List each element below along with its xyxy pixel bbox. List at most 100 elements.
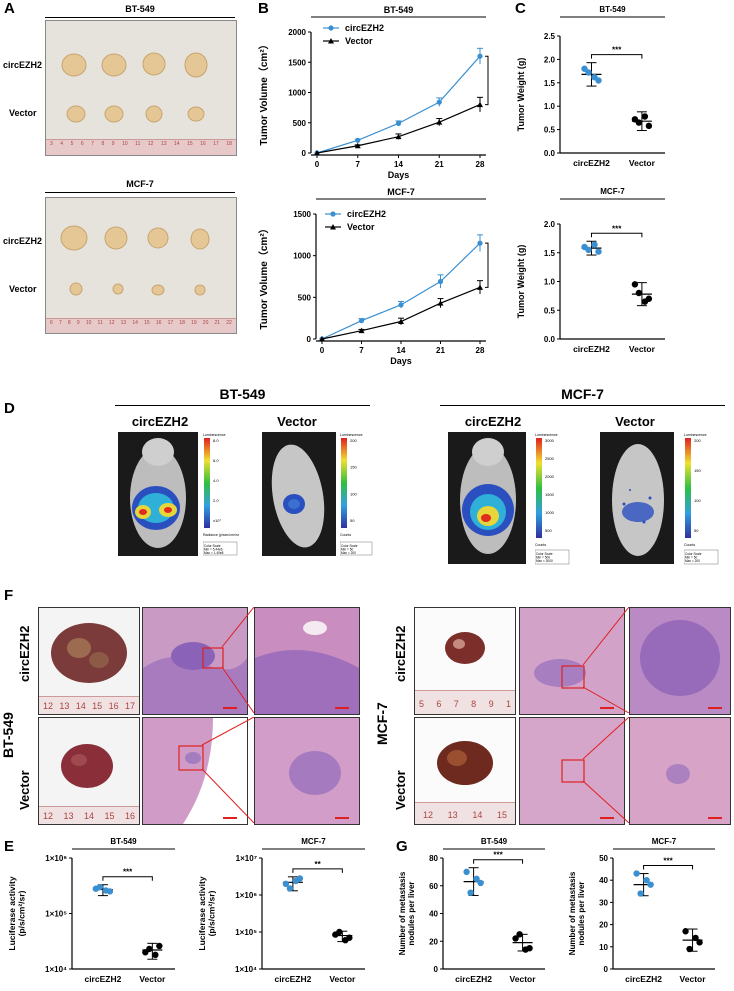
scale-tick-label: 6.0 xyxy=(213,458,219,463)
panel-d-label-vec-bt549: Vector xyxy=(277,414,317,429)
data-point xyxy=(477,53,483,59)
panel-b-chart-bt549: BT-549 0 500 1000 1500 2000 0 7 14 21 28 Days Tumor … xyxy=(257,5,495,180)
scale-box-line: Max = 200 xyxy=(685,559,700,563)
scale-box-line: Min = 5.44e6 xyxy=(204,548,223,552)
y-tick-label: 20 xyxy=(429,937,438,946)
ruler-tick-label: 6 xyxy=(80,141,84,147)
data-point xyxy=(635,289,643,297)
data-point xyxy=(102,887,110,894)
chart-title: MCF-7 xyxy=(301,837,326,846)
panel-c-chart-bt549: BT-549 0.0 0.5 1.0 1.5 2.0 2.5 circEZH2 Vector Tu… xyxy=(516,5,665,168)
ruler-tick-label: 8 xyxy=(471,699,477,709)
data-point xyxy=(358,327,365,334)
y-tick-label: 0.5 xyxy=(544,306,556,315)
x-category-label: circEZH2 xyxy=(84,974,121,984)
panel-f-liver-photo-circ-mcf7: 5 6 7 8 9 1 xyxy=(414,607,516,715)
y-axis-label-line: nodules per liver xyxy=(577,881,586,945)
ruler-tick-label: 14 xyxy=(83,811,94,821)
panel-a-row-label-circ-mcf7: circEZH2 xyxy=(3,236,43,246)
chart-title: BT-549 xyxy=(110,837,137,846)
x-tick-label: 21 xyxy=(436,346,445,355)
scale-box-line: Color Scale xyxy=(341,544,358,548)
ruler-tick-label: 18 xyxy=(179,320,185,326)
scale-tick-label: 2500 xyxy=(545,456,555,461)
y-axis-label-line: Luciferase activity xyxy=(7,876,17,950)
panel-f-zoom-lines-2 xyxy=(201,717,255,823)
legend-marker xyxy=(330,224,336,230)
scale-tick-label: 500 xyxy=(545,528,552,533)
legend-label: circEZH2 xyxy=(347,209,386,219)
tumor-photo-svg-mcf7 xyxy=(60,225,210,296)
svg-text:Radiance (p/sec/cm²/sr): Radiance (p/sec/cm²/sr) xyxy=(203,533,239,537)
y-tick-label: 1500 xyxy=(288,58,306,67)
scale-tick-label: 150 xyxy=(350,465,357,470)
svg-text:Luminescence: Luminescence xyxy=(684,433,707,437)
y-tick-label: 1.5 xyxy=(544,79,556,88)
x-tick-label: 28 xyxy=(476,346,485,355)
panel-f-liver-photo-vec-mcf7: 12 13 14 15 xyxy=(414,717,516,825)
data-point xyxy=(395,133,402,140)
data-point xyxy=(437,300,444,306)
panel-d-scale-vec-bt549: Luminescence 200 150 100 50 Counts Color Sc… xyxy=(340,433,373,555)
svg-text:Counts: Counts xyxy=(535,543,546,547)
scale-tick-label: 50 xyxy=(350,518,355,523)
legend-label: circEZH2 xyxy=(345,23,384,33)
y-axis-label: Tumor Weight (g) xyxy=(516,58,526,132)
data-point xyxy=(686,945,693,953)
data-point xyxy=(152,951,159,959)
chart-title: MCF-7 xyxy=(652,837,677,846)
panel-f-group-label-vec-mcf7: Vector xyxy=(393,770,408,810)
y-axis-label-line: Luciferase activity xyxy=(197,876,207,950)
y-tick-label: 2.0 xyxy=(544,55,556,64)
ruler-tick-label: 14 xyxy=(75,701,86,711)
ruler-tick-label: 8 xyxy=(67,320,71,326)
y-tick-label: 1000 xyxy=(288,89,306,98)
ruler-tick-label: 8 xyxy=(101,141,105,147)
panel-b-chart-mcf7: MCF-7 0 500 1000 1500 0 7 14 21 28 Days Tumor Volum… xyxy=(257,187,495,366)
data-point xyxy=(635,119,643,126)
data-point xyxy=(336,928,343,936)
significance-label: *** xyxy=(612,46,622,55)
x-category-label: Vector xyxy=(629,344,656,354)
ruler-tick-label: 12 xyxy=(43,811,54,821)
panel-letter-c: C xyxy=(515,0,526,17)
significance-bracket xyxy=(485,242,489,288)
data-point xyxy=(641,113,649,120)
ruler-tick-label: 13 xyxy=(447,810,458,820)
panel-g-chart-bt549: BT-549 0 20 40 60 80 circEZH2 Vector Number of m… xyxy=(398,837,545,984)
data-point xyxy=(641,298,649,305)
ruler-tick-label: 15 xyxy=(92,701,103,711)
panel-d-scale-circ-bt549: Luminescence 8.0 6.0 4.0 2.0 x10⁷ Radiance (… xyxy=(203,433,239,555)
ruler-tick-label: 10 xyxy=(85,320,92,326)
y-axis-label: Number of metastasisnodules per liver xyxy=(398,871,416,955)
data-point xyxy=(436,99,442,105)
x-tick-label: 28 xyxy=(476,160,485,169)
data-point xyxy=(585,69,592,76)
y-tick-label: 1×10⁴ xyxy=(45,965,67,974)
ruler-tick-label: 13 xyxy=(63,811,74,821)
data-point xyxy=(637,890,644,897)
data-point xyxy=(398,318,404,324)
ruler-tick-label: 13 xyxy=(59,701,70,711)
data-point xyxy=(96,883,104,891)
y-axis-label: Tumor Volume（cm²） xyxy=(257,39,270,145)
panel-a-row-label-vec-mcf7: Vector xyxy=(9,284,37,294)
y-axis-label: Luciferase activity(p/s/cm²/sr) xyxy=(7,876,27,950)
panel-d-ivis-vec-bt549 xyxy=(262,432,336,556)
scale-box-line: Color Scale xyxy=(536,552,553,556)
panel-f-histo-low-vec-mcf7 xyxy=(519,717,625,825)
scale-box-line: Max = 1.40e8 xyxy=(204,551,224,555)
data-point xyxy=(591,73,598,81)
ruler-tick-label: 7 xyxy=(91,141,94,147)
panel-d-label-circ-bt549: circEZH2 xyxy=(131,414,189,429)
y-tick-label: 1000 xyxy=(293,252,311,261)
data-point xyxy=(146,945,153,953)
y-tick-label: 2.0 xyxy=(544,220,556,229)
data-point xyxy=(314,150,320,156)
ruler-tick-label: 12 xyxy=(108,320,115,326)
significance-label: *** xyxy=(493,76,495,86)
scale-tick-label: 150 xyxy=(694,468,701,473)
data-point xyxy=(286,885,294,892)
